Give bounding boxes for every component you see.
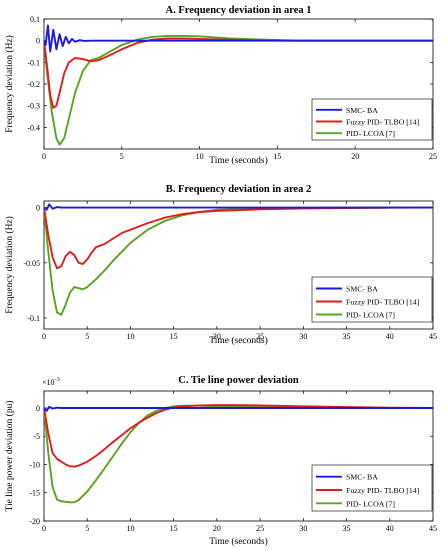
- legend: SMC- BA Fuzzy PID- TLBO [14] PID- LCOA [7]: [311, 98, 433, 141]
- y-tick-label: -15: [29, 489, 40, 498]
- x-tick-label: 35: [343, 332, 351, 341]
- series-line-1: [44, 24, 433, 53]
- y-tick-label: -0.1: [27, 58, 40, 67]
- y-tick-label: 0: [36, 404, 40, 413]
- x-tick-label: 0: [42, 524, 46, 533]
- legend-label-1: SMC- BA: [346, 473, 378, 482]
- y-axis-label: Tie line power deviation (pu): [4, 401, 15, 512]
- legend-label-3: PID- LCOA [7]: [346, 311, 395, 320]
- y-tick-label: -20: [29, 517, 40, 526]
- legend-label-2: Fuzzy PID- TLBO [14]: [346, 298, 420, 307]
- x-tick-label: 20: [213, 524, 221, 533]
- x-tick-label: 30: [299, 332, 307, 341]
- x-tick-label: 30: [299, 524, 307, 533]
- x-tick-label: 25: [256, 524, 264, 533]
- y-tick-label: -0.2: [27, 80, 40, 89]
- x-tick-label: 15: [273, 152, 281, 161]
- x-tick-label: 40: [386, 332, 394, 341]
- y-tick-label: 0.1: [30, 15, 40, 24]
- x-tick-label: 5: [85, 524, 89, 533]
- legend-label-2: Fuzzy PID- TLBO [14]: [346, 486, 420, 495]
- y-tick-label: -0.1: [27, 314, 40, 323]
- legend-label-3: PID- LCOA [7]: [346, 129, 395, 138]
- y-tick-label: -5: [33, 432, 40, 441]
- x-tick-label: 10: [196, 152, 204, 161]
- x-axis-label: Time (seconds): [209, 155, 268, 166]
- y-tick-label: -0.3: [27, 102, 40, 111]
- chart-3: C. Tie line power deviation 0 5 10 15 20 25 30 3…: [4, 375, 437, 547]
- x-tick-label: 15: [170, 332, 178, 341]
- y-axis-label: Frequency deviation (Hz): [4, 35, 15, 133]
- x-tick-label: 40: [386, 524, 394, 533]
- y-tick-label: -10: [29, 460, 40, 469]
- legend-label-1: SMC- BA: [346, 106, 378, 115]
- series-line-1: [44, 203, 433, 211]
- x-tick-label: 35: [343, 524, 351, 533]
- legend: SMC- BA Fuzzy PID- TLBO [14] PID- LCOA [7]: [311, 464, 433, 512]
- y-tick-label: -0.05: [23, 259, 40, 268]
- y-tick-label: -0.4: [27, 123, 40, 132]
- x-tick-label: 25: [256, 332, 264, 341]
- x-axis-label: Time (seconds): [209, 536, 268, 547]
- x-tick-label: 25: [429, 152, 437, 161]
- x-axis-label: Time (seconds): [209, 335, 268, 346]
- x-tick-label: 0: [42, 332, 46, 341]
- x-tick-label: 20: [351, 152, 359, 161]
- x-tick-label: 10: [126, 524, 134, 533]
- x-tick-label: 45: [429, 332, 437, 341]
- legend-label-3: PID- LCOA [7]: [346, 499, 395, 508]
- series-line-1: [44, 405, 433, 412]
- x-tick-label: 5: [85, 332, 89, 341]
- x-tick-label: 20: [213, 332, 221, 341]
- chart-title: C. Tie line power deviation: [178, 375, 299, 386]
- x-tick-label: 45: [429, 524, 437, 533]
- y-axis-label: Frequency deviation (Hz): [4, 216, 15, 314]
- multiplier-base: ×10: [42, 378, 55, 387]
- series-line-2: [44, 404, 433, 468]
- legend: SMC- BA Fuzzy PID- TLBO [14] PID- LCOA [7]: [311, 276, 433, 323]
- y-tick-label: 0: [36, 204, 40, 213]
- x-tick-label: 0: [42, 152, 46, 161]
- legend-label-1: SMC- BA: [346, 285, 378, 294]
- x-tick-label: 5: [120, 152, 124, 161]
- legend-label-2: Fuzzy PID- TLBO [14]: [346, 118, 420, 127]
- chart-2: B. Frequency deviation in area 2 0 5 10 15 20…: [4, 184, 437, 346]
- series-line-2: [44, 206, 433, 270]
- series-line-3: [44, 404, 433, 504]
- chart-title: B. Frequency deviation in area 2: [166, 184, 311, 195]
- chart-1: A. Frequency deviation in area 1 0 5 10 15 20…: [4, 5, 437, 166]
- multiplier-exponent: -3: [55, 376, 60, 383]
- y-multiplier: ×10-3: [42, 376, 60, 387]
- y-tick-label: 0: [36, 37, 40, 46]
- chart-title: A. Frequency deviation in area 1: [165, 5, 311, 16]
- x-tick-label: 10: [126, 332, 134, 341]
- x-tick-label: 15: [170, 524, 178, 533]
